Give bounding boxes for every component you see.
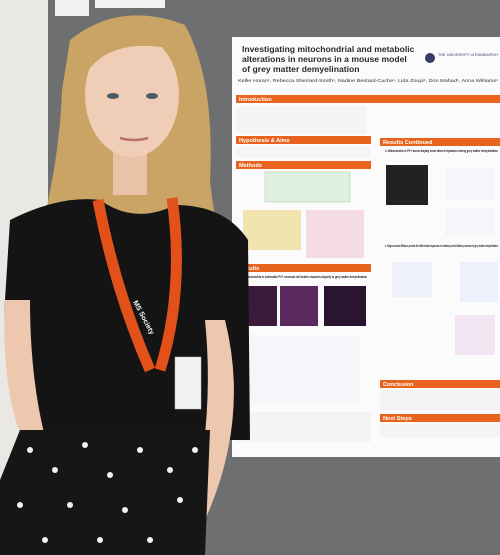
method-diagram [264, 171, 351, 203]
umap-plot [392, 262, 432, 297]
dot [192, 447, 198, 453]
section-bar [380, 414, 500, 422]
section-bar [380, 380, 500, 388]
micrograph [247, 286, 277, 326]
poster-title: of grey matter demyelination [242, 64, 359, 74]
dot [147, 537, 153, 543]
paper-scrap [55, 0, 89, 16]
section-heading: Results Continued [383, 140, 433, 146]
micrograph [386, 165, 428, 205]
section-bar [236, 161, 371, 169]
bar-chart-panel [445, 208, 495, 236]
bar-chart-panel [445, 168, 495, 200]
name-badge [174, 356, 202, 410]
skirt [0, 430, 210, 555]
text-block [236, 106, 366, 134]
person: MS Society [0, 15, 250, 555]
figure-caption: 3. Mitochondria in PV+ axons display som… [385, 149, 498, 153]
dot [27, 447, 33, 453]
skirt-dots [17, 442, 198, 543]
section-bar [236, 136, 371, 144]
section-heading: Hypothesis & Aims [239, 138, 290, 144]
dot [52, 467, 58, 473]
dot [137, 447, 143, 453]
volcano-plot [460, 262, 498, 302]
mouth [119, 136, 149, 142]
dot [97, 537, 103, 543]
poster-authors: Kellie Horan¹, Rebecca Sherrard-Smith¹, … [238, 78, 499, 83]
dot [167, 467, 173, 473]
eye [146, 93, 158, 99]
university-logo: THE UNIVERSITY of EDINBURGH [438, 52, 498, 57]
university-crest [425, 53, 435, 63]
poster: Investigating mitochondrial and metaboli… [232, 37, 500, 457]
section-heading: Introduction [239, 97, 272, 103]
dot [42, 537, 48, 543]
hair-fringe [85, 28, 178, 75]
lanyard [92, 198, 156, 373]
eye [107, 93, 119, 99]
micrograph [280, 286, 318, 326]
dot [17, 502, 23, 508]
section-heading: Next Steps [383, 416, 412, 422]
text-block [236, 146, 371, 158]
lanyard [154, 197, 182, 372]
method-panel [306, 210, 364, 258]
dot [122, 507, 128, 513]
dot [107, 472, 113, 478]
micrograph [324, 286, 366, 326]
text-block [380, 424, 500, 438]
dot [177, 497, 183, 503]
poster-title: alterations in neurons in a mouse model [242, 54, 407, 64]
text-block [236, 412, 371, 442]
dot [67, 502, 73, 508]
section-heading: Conclusion [383, 382, 414, 388]
section-bar [236, 95, 500, 103]
bar-chart-panel [250, 335, 360, 405]
dot [82, 442, 88, 448]
figure-caption: 4. Single-nucleus RNAseq reveals the dif… [385, 244, 498, 248]
paper-scrap [95, 0, 165, 8]
section-heading: Methods [239, 163, 262, 169]
section-heading: Results [239, 266, 259, 272]
figure-caption: 1. Mitochondria in vulnerable PV+ neuron… [242, 275, 367, 279]
section-bar [236, 264, 371, 272]
method-panel [243, 210, 301, 250]
face [85, 33, 179, 157]
bar-chart-panel [455, 315, 495, 355]
arm [4, 300, 56, 470]
section-bar [380, 138, 500, 146]
poster-title: Investigating mitochondrial and metaboli… [242, 44, 415, 54]
text-block [380, 390, 500, 410]
